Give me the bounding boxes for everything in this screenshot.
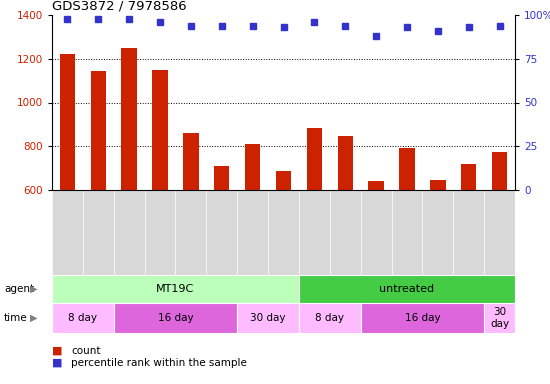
Text: 8 day: 8 day	[68, 313, 97, 323]
Text: time: time	[4, 313, 28, 323]
Text: count: count	[72, 346, 101, 356]
Bar	[60, 55, 75, 190]
Bar	[183, 133, 199, 190]
Text: percentile rank within the sample: percentile rank within the sample	[72, 358, 247, 368]
Bar	[484, 303, 515, 333]
Text: agent: agent	[4, 284, 34, 294]
Bar	[338, 136, 353, 190]
Bar	[430, 179, 446, 190]
Bar	[492, 152, 507, 190]
Bar	[245, 144, 260, 190]
Text: ■: ■	[52, 358, 63, 368]
Bar	[122, 48, 137, 190]
Bar	[152, 70, 168, 190]
Bar	[52, 303, 114, 333]
Bar	[461, 164, 476, 190]
Text: 30
day: 30 day	[490, 307, 509, 329]
Text: ▶: ▶	[30, 313, 37, 323]
Bar	[276, 171, 291, 190]
Text: ▶: ▶	[30, 284, 37, 294]
Bar	[237, 303, 299, 333]
Text: MT19C: MT19C	[156, 284, 195, 294]
Text: 16 day: 16 day	[158, 313, 193, 323]
Bar	[399, 148, 415, 190]
Bar	[52, 275, 299, 303]
Text: ■: ■	[52, 346, 63, 356]
Bar	[299, 275, 515, 303]
Bar	[214, 166, 229, 190]
Bar	[361, 303, 484, 333]
Text: GDS3872 / 7978586: GDS3872 / 7978586	[52, 0, 186, 12]
Bar	[307, 127, 322, 190]
Bar	[368, 181, 384, 190]
Text: 8 day: 8 day	[315, 313, 344, 323]
Bar	[299, 303, 361, 333]
Bar	[114, 303, 237, 333]
Text: 16 day: 16 day	[405, 313, 440, 323]
Text: 30 day: 30 day	[250, 313, 286, 323]
Bar	[91, 71, 106, 190]
Text: untreated: untreated	[379, 284, 434, 294]
